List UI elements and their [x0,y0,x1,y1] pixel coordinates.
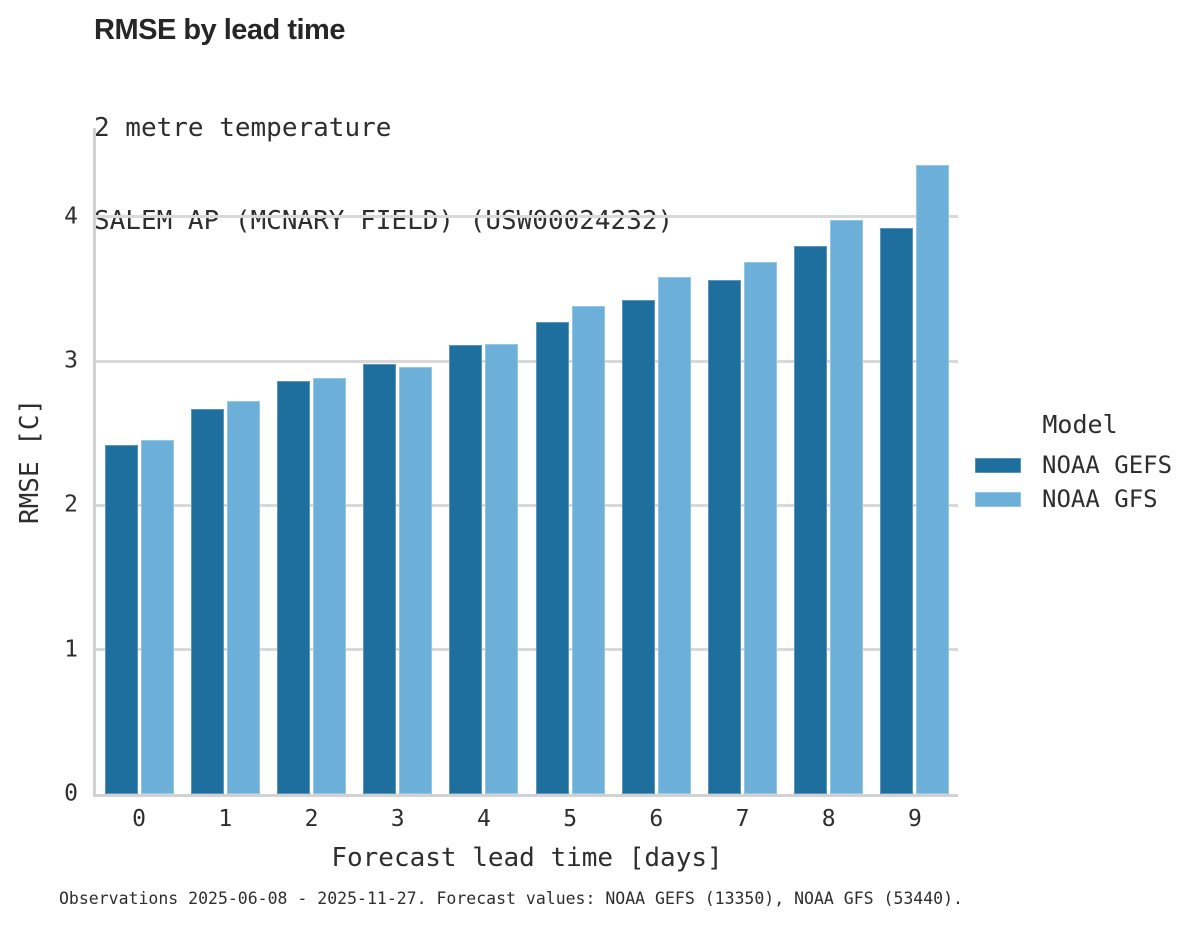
x-tick-label-6: 6 [649,806,664,832]
x-tick-label-2: 2 [304,806,319,832]
bar-noaa-gfs-day-7 [744,261,778,794]
legend: Model NOAA GEFS NOAA GFS [975,410,1185,516]
x-axis-ticks: 0 1 2 3 4 5 6 7 8 9 [96,806,958,832]
x-axis-label: Forecast lead time [days] [331,843,723,873]
legend-items: NOAA GEFS NOAA GFS [975,448,1185,516]
bar-noaa-gfs-day-1 [226,401,260,794]
chart-subtitle-line-2: SALEM AP (MCNARY FIELD) (USW00024232) [94,206,674,236]
bar-group-5 [527,128,613,794]
legend-item-noaa-gefs: NOAA GEFS [975,448,1185,482]
x-tick-label-7: 7 [735,806,750,832]
bar-noaa-gefs-day-2 [277,381,310,794]
bar-group-6 [613,128,699,794]
bar-group-3 [355,128,441,794]
bar-noaa-gfs-day-4 [485,343,519,794]
x-tick-label-9: 9 [908,806,922,832]
y-tick-label-0: 0 [64,780,78,807]
y-tick-label-4: 4 [64,203,78,230]
bar-group-0 [96,128,182,794]
bar-noaa-gefs-day-3 [363,363,397,794]
chart-subtitle: 2 metre temperature SALEM AP (MCNARY FIE… [94,51,673,299]
bar-noaa-gefs-day-6 [621,300,655,794]
legend-item-label: NOAA GEFS [1042,451,1173,479]
x-tick-label-3: 3 [390,806,405,832]
bar-group-2 [268,128,354,794]
chart-subtitle-line-1: 2 metre temperature [94,113,392,143]
gridline-y-3 [96,359,958,363]
x-tick-label-4: 4 [476,806,491,832]
x-tick-label-0: 0 [132,806,147,832]
legend-item-noaa-gfs: NOAA GFS [975,482,1185,516]
legend-item-label: NOAA GFS [1042,485,1158,513]
y-tick-label-1: 1 [64,636,78,663]
bar-noaa-gefs-day-7 [708,280,742,794]
x-tick-label-1: 1 [218,806,233,832]
x-tick-label-5: 5 [563,806,578,832]
bar-group-4 [441,128,527,794]
x-tick-label-8: 8 [821,806,836,832]
bar-group-8 [786,128,872,794]
y-axis-ticks: 0 1 2 3 4 [24,128,78,805]
bar-noaa-gfs-day-8 [830,219,864,794]
chart-caption: Observations 2025-06-08 - 2025-11-27. Fo… [59,889,963,908]
bar-noaa-gfs-day-6 [657,277,691,794]
bar-noaa-gefs-day-9 [880,228,914,794]
bar-noaa-gefs-day-4 [449,345,483,794]
bar-groups [96,128,958,794]
bar-noaa-gefs-day-0 [104,444,138,794]
bar-noaa-gfs-day-3 [399,366,433,794]
y-tick-label-2: 2 [64,491,78,518]
bar-noaa-gfs-day-9 [916,164,950,794]
gridline-y-4 [96,215,958,219]
legend-swatch-icon [975,491,1021,507]
bar-noaa-gefs-day-1 [190,408,224,794]
gridline-y-2 [96,503,958,507]
plot-area [93,128,958,797]
bar-group-7 [699,128,785,794]
bar-noaa-gefs-day-5 [535,322,569,794]
bar-group-1 [182,128,268,794]
bar-noaa-gfs-day-5 [571,306,605,794]
y-tick-label-3: 3 [64,347,78,374]
bar-group-9 [872,128,958,794]
bar-noaa-gfs-day-0 [140,440,174,794]
legend-swatch-icon [975,457,1021,473]
gridline-y-1 [96,648,958,652]
chart-title: RMSE by lead time [94,14,345,46]
legend-title: Model [1042,410,1118,439]
bar-noaa-gefs-day-8 [794,245,828,794]
bar-noaa-gfs-day-2 [313,378,346,794]
